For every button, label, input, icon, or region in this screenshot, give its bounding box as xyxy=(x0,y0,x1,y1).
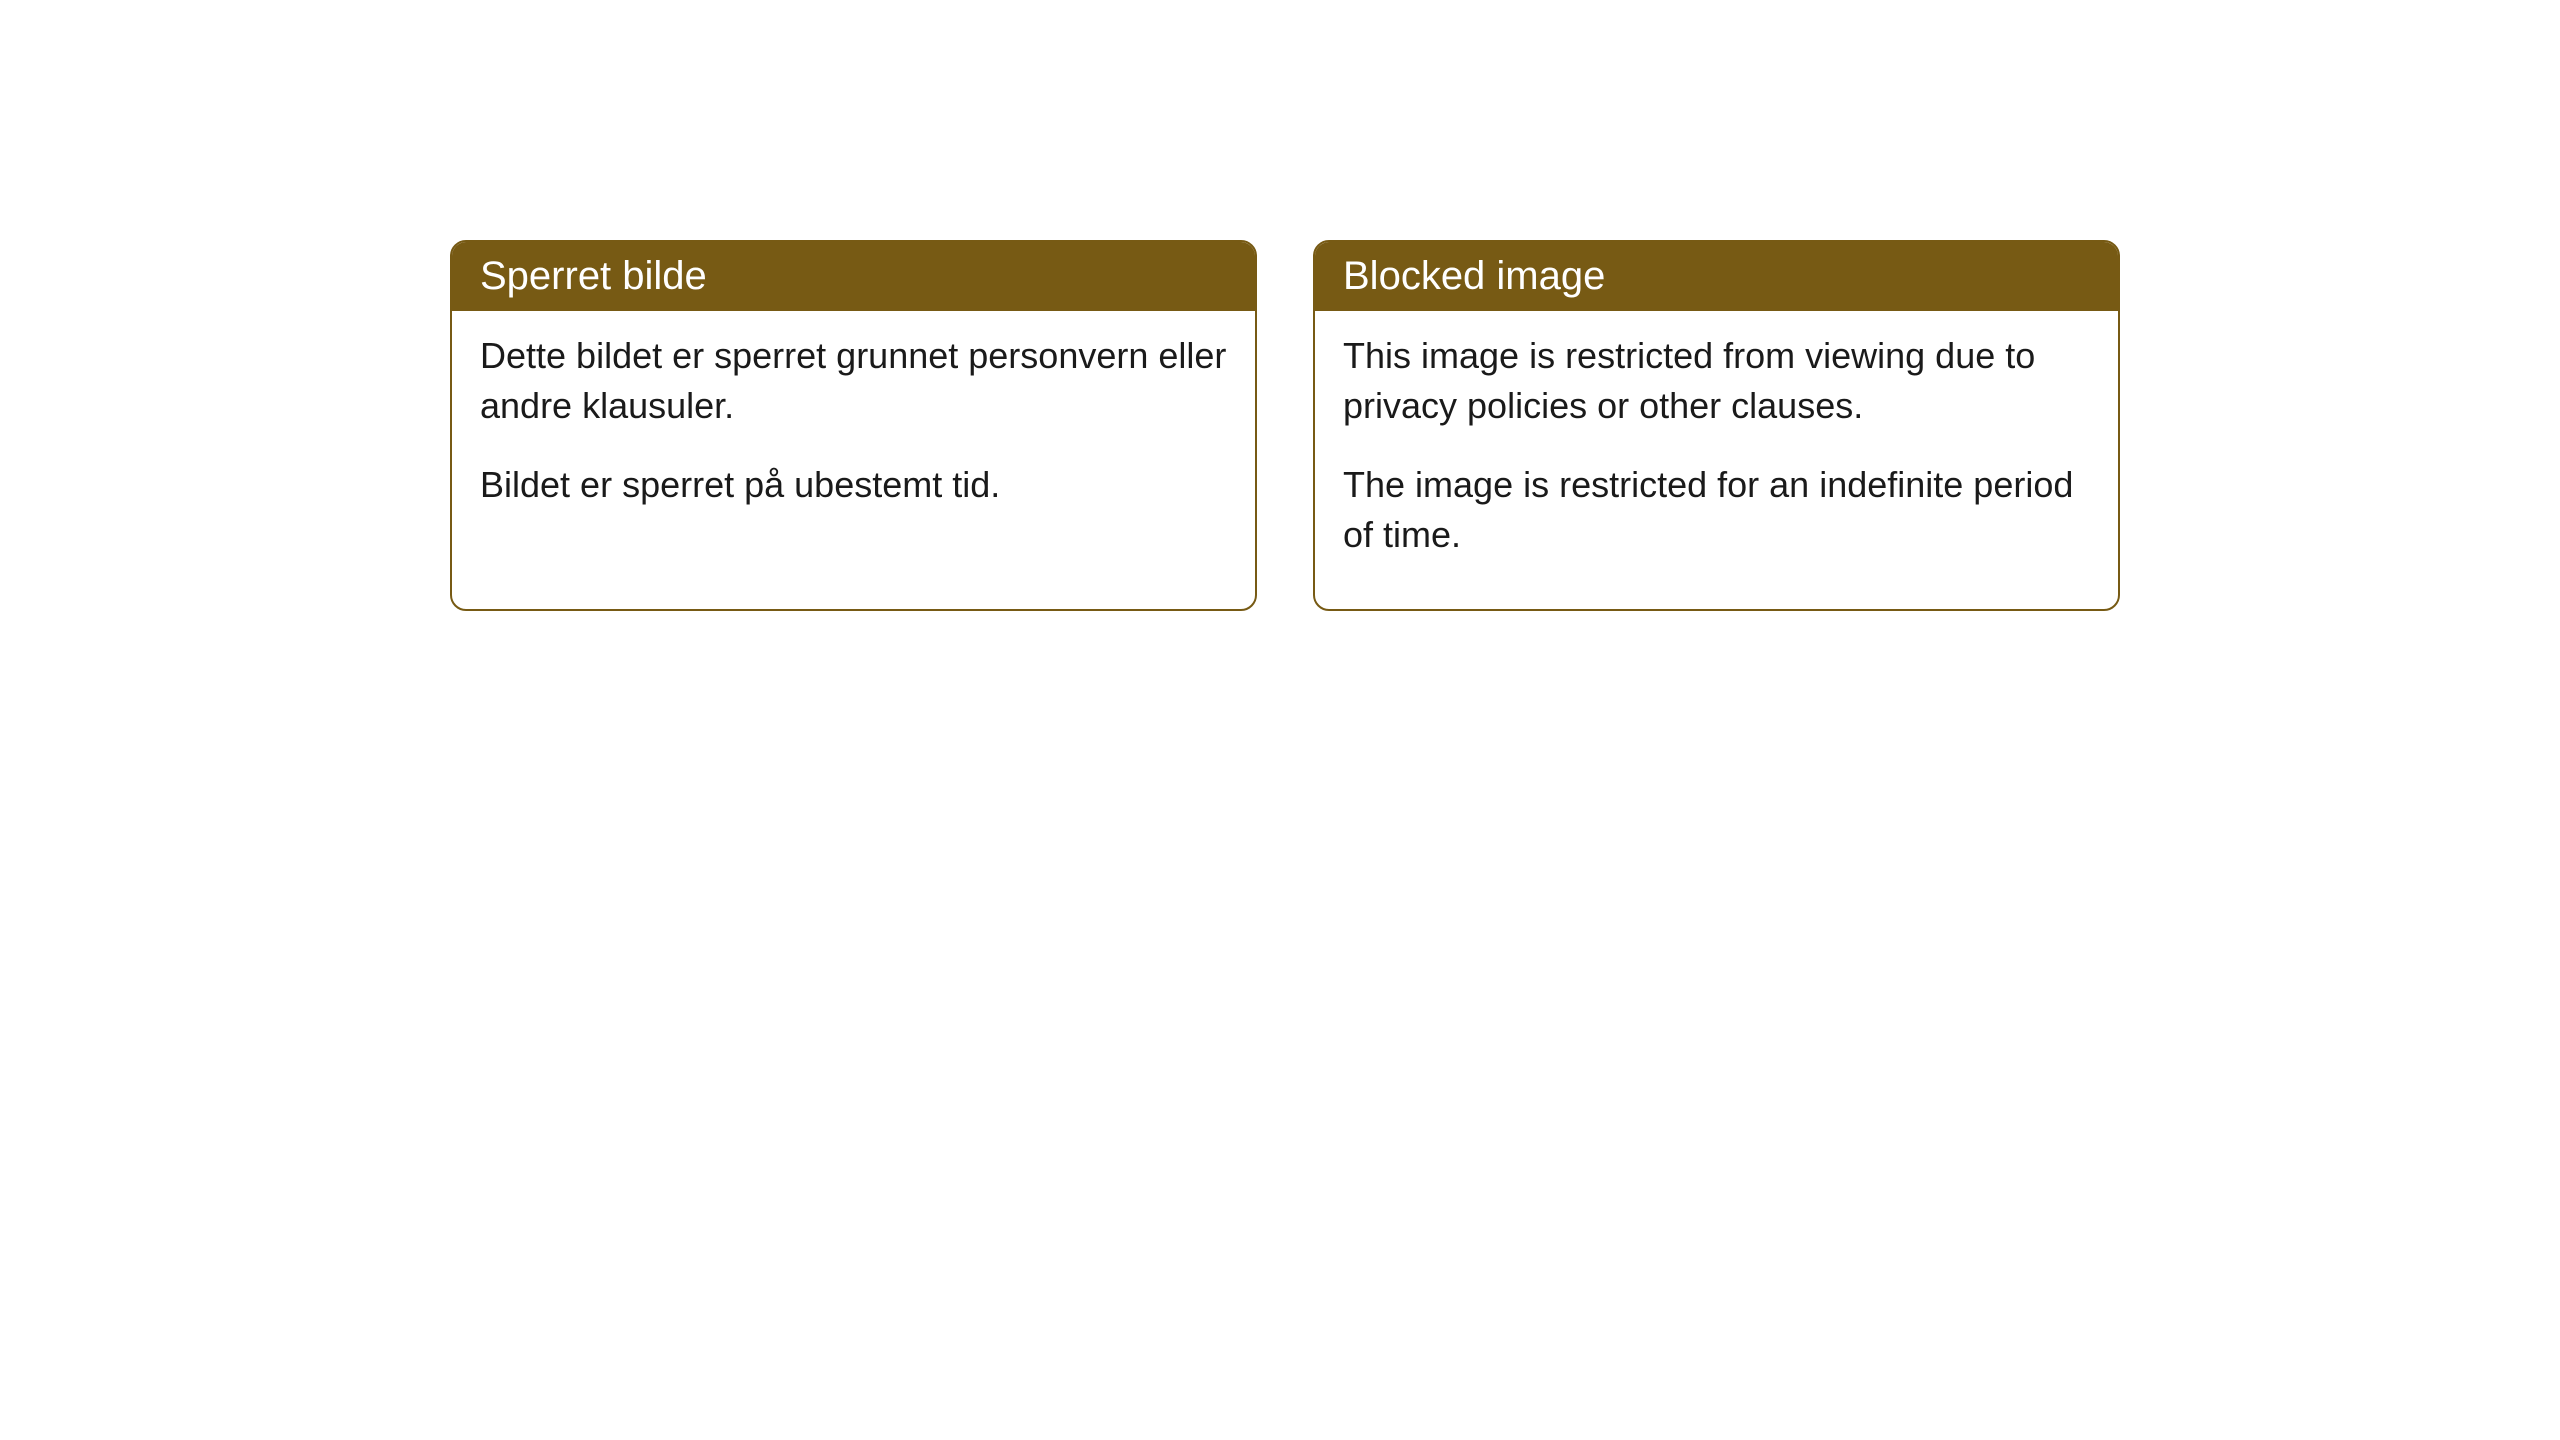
notice-paragraph: Bildet er sperret på ubestemt tid. xyxy=(480,460,1227,510)
notice-paragraph: The image is restricted for an indefinit… xyxy=(1343,460,2090,561)
notice-card-norwegian: Sperret bilde Dette bildet er sperret gr… xyxy=(450,240,1257,611)
notice-card-english: Blocked image This image is restricted f… xyxy=(1313,240,2120,611)
notice-paragraph: Dette bildet er sperret grunnet personve… xyxy=(480,331,1227,432)
notice-header: Blocked image xyxy=(1315,242,2118,311)
notice-paragraph: This image is restricted from viewing du… xyxy=(1343,331,2090,432)
notice-header: Sperret bilde xyxy=(452,242,1255,311)
notice-body: Dette bildet er sperret grunnet personve… xyxy=(452,311,1255,558)
notice-body: This image is restricted from viewing du… xyxy=(1315,311,2118,609)
notice-container: Sperret bilde Dette bildet er sperret gr… xyxy=(450,240,2120,611)
